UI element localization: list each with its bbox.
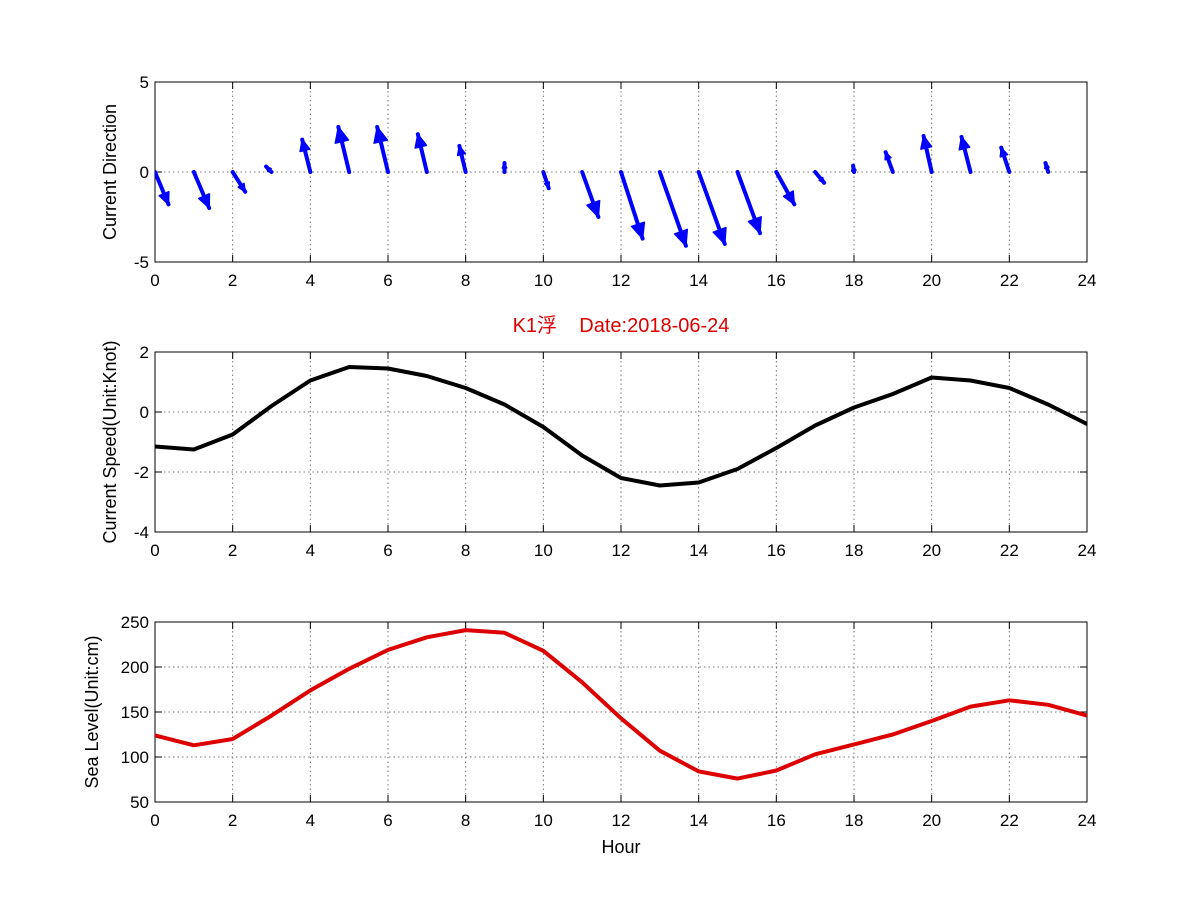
x-tick-label: 10 xyxy=(534,541,553,560)
direction-arrow xyxy=(735,170,762,236)
direction-arrow xyxy=(456,143,468,174)
direction-arrow xyxy=(813,170,827,185)
x-tick-label: 22 xyxy=(1000,541,1019,560)
direction-arrow xyxy=(958,134,973,174)
y-tick-label: 100 xyxy=(121,748,149,767)
x-tick-label: 2 xyxy=(228,811,237,830)
x-tick-label: 2 xyxy=(228,541,237,560)
y-tick-label: 200 xyxy=(121,658,149,677)
direction-arrow xyxy=(850,163,857,174)
y-tick-label: 150 xyxy=(121,703,149,722)
x-tick-label: 16 xyxy=(767,541,786,560)
x-tick-label: 4 xyxy=(306,271,315,290)
x-tick-label: 12 xyxy=(612,271,631,290)
x-tick-label: 6 xyxy=(383,271,392,290)
y-tick-label: -4 xyxy=(134,523,149,542)
x-tick-label: 8 xyxy=(461,811,470,830)
x-tick-label: 10 xyxy=(534,271,553,290)
series-line xyxy=(155,628,1087,781)
direction-arrow xyxy=(696,170,727,246)
y-tick-label: 250 xyxy=(121,613,149,632)
x-tick-label: 24 xyxy=(1078,271,1097,290)
series-line xyxy=(155,365,1087,488)
direction-arrow xyxy=(999,145,1012,174)
x-tick-label: 20 xyxy=(922,271,941,290)
x-tick-label: 0 xyxy=(150,811,159,830)
x-tick-label: 24 xyxy=(1078,811,1097,830)
gridlines xyxy=(155,352,1087,532)
direction-arrow xyxy=(334,125,352,174)
direction-arrow xyxy=(883,150,895,174)
x-tick-label: 4 xyxy=(306,811,315,830)
x-tick-label: 18 xyxy=(845,271,864,290)
direction-arrow xyxy=(657,170,689,248)
direction-arrow xyxy=(191,170,212,210)
direction-arrow xyxy=(1043,161,1051,174)
y-tick-labels: -5 0 5 xyxy=(134,73,149,272)
direction-arrow xyxy=(264,164,274,174)
y-tick-label: 5 xyxy=(140,73,149,92)
x-tick-label: 0 xyxy=(150,271,159,290)
tick-marks xyxy=(154,81,1088,263)
x-tick-labels: 0 2 4 6 8 10 12 14 16 18 20 22 24 xyxy=(150,541,1096,560)
x-tick-label: 4 xyxy=(306,541,315,560)
x-tick-labels: 0 2 4 6 8 10 12 14 16 18 20 22 24 xyxy=(150,271,1096,290)
x-tick-label: 16 xyxy=(767,271,786,290)
x-tick-label: 18 xyxy=(845,811,864,830)
y-tick-label: -2 xyxy=(134,463,149,482)
y-tick-label: -5 xyxy=(134,253,149,272)
direction-arrow xyxy=(373,125,390,174)
x-tick-labels: 0 2 4 6 8 10 12 14 16 18 20 22 24 xyxy=(150,811,1096,830)
sea-level-series xyxy=(155,628,1087,781)
y-tick-label: 50 xyxy=(130,793,149,812)
x-tick-label: 20 xyxy=(922,811,941,830)
x-tick-label: 8 xyxy=(461,271,470,290)
direction-arrow xyxy=(230,170,248,194)
y-tick-label: 2 xyxy=(140,343,149,362)
x-axis-label: Hour xyxy=(601,837,640,857)
x-tick-label: 14 xyxy=(689,811,708,830)
x-tick-label: 22 xyxy=(1000,811,1019,830)
direction-arrow xyxy=(541,170,551,191)
direction-arrow xyxy=(619,170,646,241)
y-axis-label: Current Speed(Unit:Knot) xyxy=(100,340,120,543)
x-tick-label: 12 xyxy=(612,541,631,560)
x-tick-label: 16 xyxy=(767,811,786,830)
direction-arrow xyxy=(155,170,171,207)
x-tick-label: 18 xyxy=(845,541,864,560)
direction-arrow xyxy=(920,134,934,174)
x-tick-label: 2 xyxy=(228,271,237,290)
x-tick-label: 22 xyxy=(1000,271,1019,290)
y-tick-labels: 50 100 150 200 250 xyxy=(121,613,149,812)
x-tick-label: 14 xyxy=(689,271,708,290)
x-tick-label: 6 xyxy=(383,541,392,560)
current-direction-panel: 0 2 4 6 8 10 12 14 16 18 20 22 24 -505 Current Direc… xyxy=(100,73,1096,290)
tick-marks xyxy=(154,351,1088,533)
x-tick-label: 10 xyxy=(534,811,553,830)
chart-title: K1浮 Date:2018-06-24 xyxy=(513,314,730,337)
speed-series xyxy=(155,365,1087,488)
x-tick-label: 12 xyxy=(612,811,631,830)
x-tick-label: 0 xyxy=(150,541,159,560)
direction-arrow xyxy=(580,170,601,219)
direction-arrow xyxy=(774,170,797,207)
y-tick-labels: -4 -2 0 2 xyxy=(134,343,149,542)
x-tick-label: 8 xyxy=(461,541,470,560)
tick-marks xyxy=(154,621,1088,803)
direction-arrow xyxy=(299,137,313,174)
x-tick-label: 20 xyxy=(922,541,941,560)
y-tick-label: 0 xyxy=(140,163,149,182)
x-tick-label: 14 xyxy=(689,541,708,560)
y-axis-label: Current Direction xyxy=(100,104,120,240)
x-tick-label: 24 xyxy=(1078,541,1097,560)
direction-arrows xyxy=(155,125,1051,248)
x-tick-label: 6 xyxy=(383,811,392,830)
direction-arrow xyxy=(501,161,508,174)
y-axis-label: Sea Level(Unit:cm) xyxy=(82,635,102,788)
current-speed-panel: 0 2 4 6 8 10 12 14 16 18 20 22 24 -4-202 K1浮 Date:20… xyxy=(100,314,1096,560)
direction-arrow xyxy=(414,132,429,174)
y-tick-label: 0 xyxy=(140,403,149,422)
